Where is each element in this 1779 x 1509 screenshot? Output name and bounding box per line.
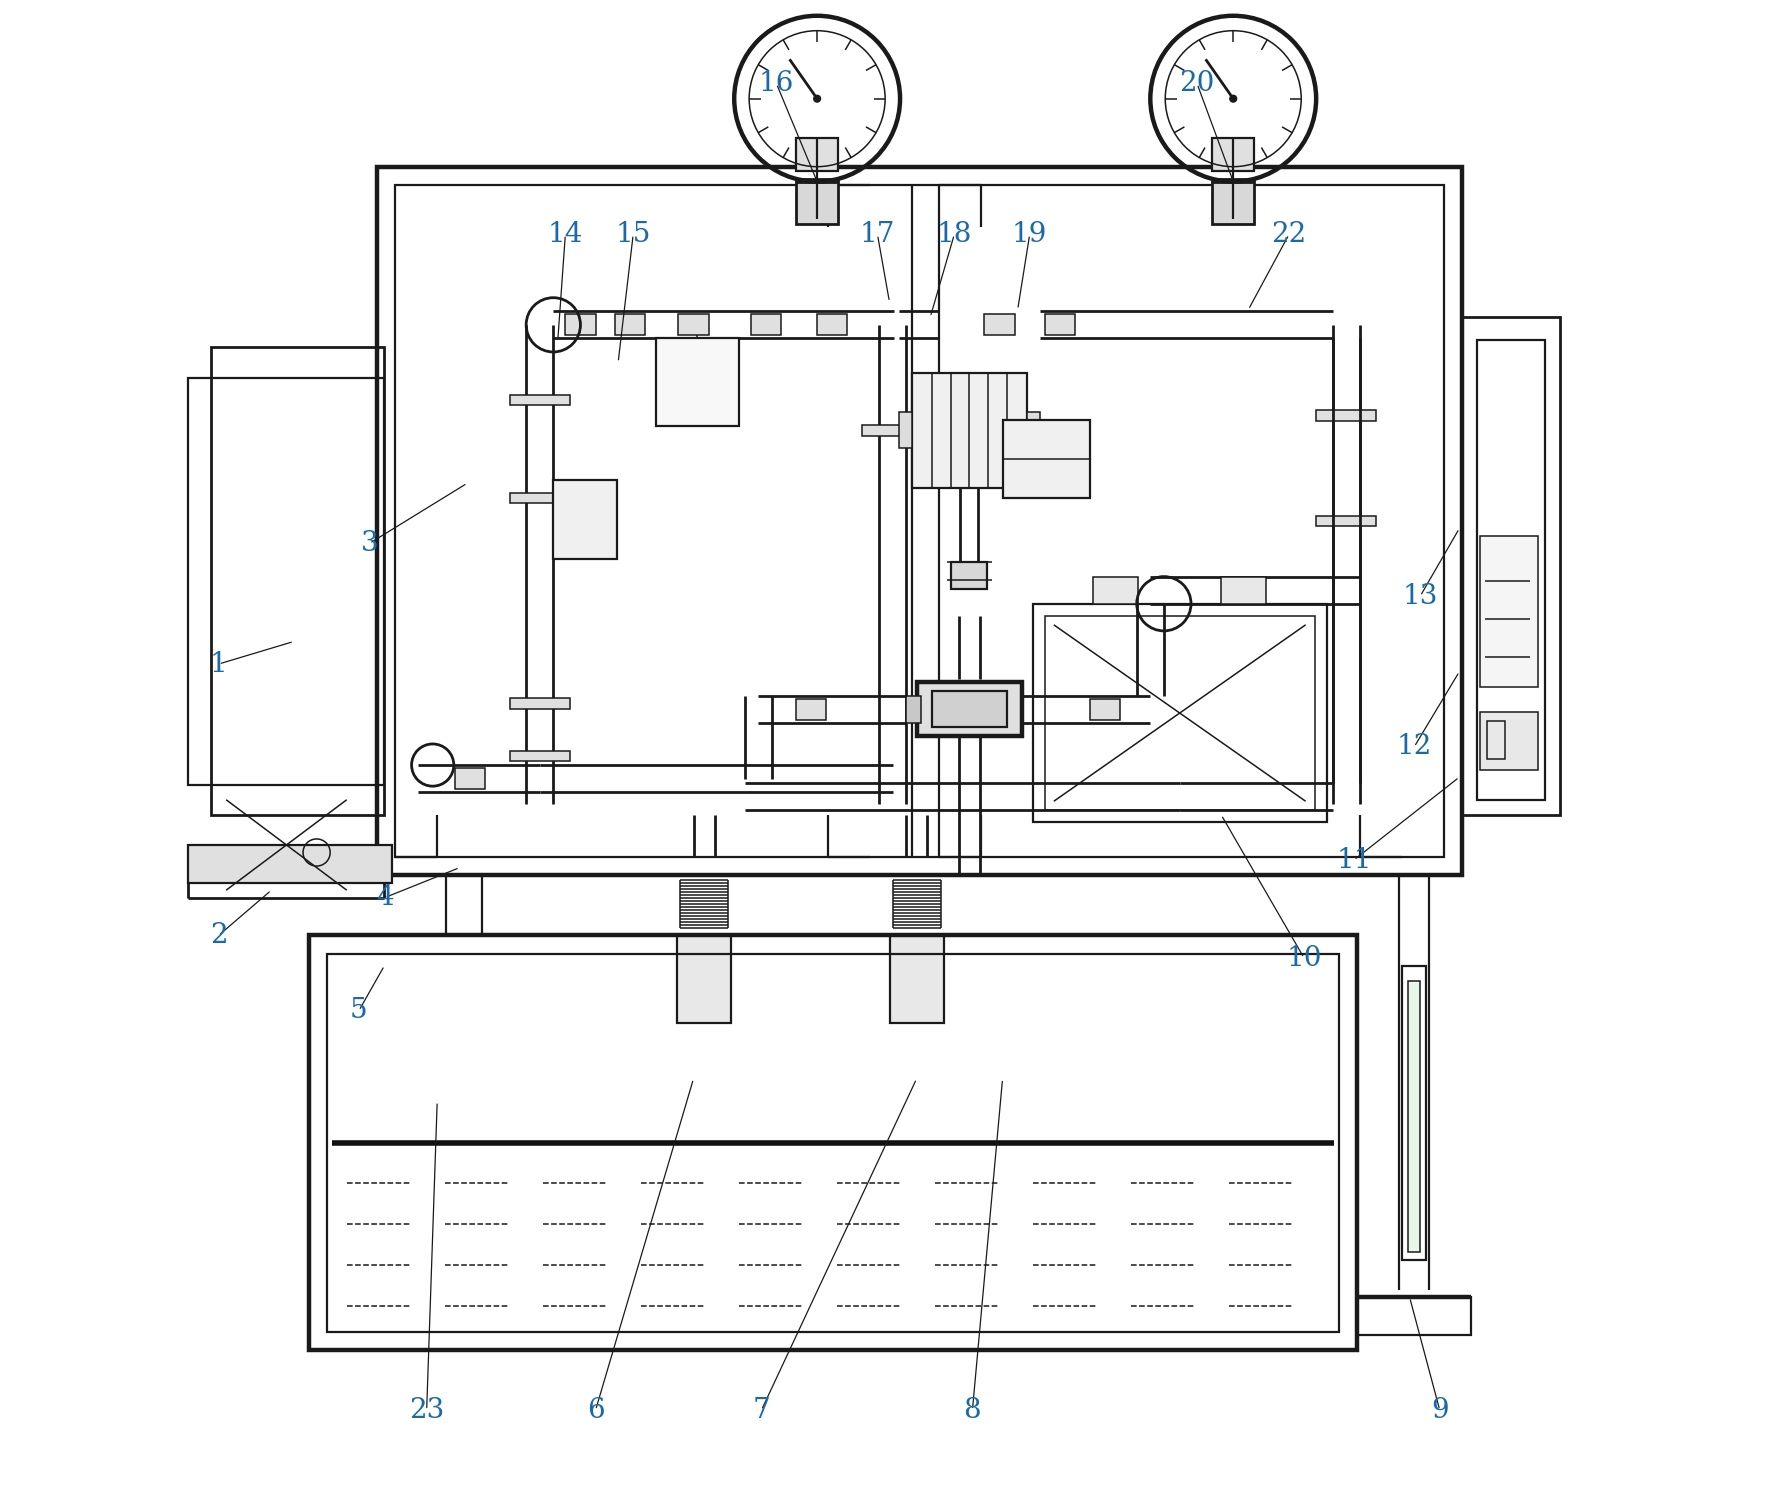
Text: 20: 20 xyxy=(1179,69,1215,97)
Bar xyxy=(310,936,1357,1351)
Text: 8: 8 xyxy=(964,1397,982,1424)
Bar xyxy=(553,480,617,558)
Bar xyxy=(795,699,825,720)
Bar xyxy=(509,395,569,406)
Bar xyxy=(1316,410,1377,421)
Bar xyxy=(932,691,1007,727)
Bar xyxy=(916,682,1023,736)
Bar xyxy=(1211,137,1254,171)
Text: 16: 16 xyxy=(758,69,793,97)
Bar xyxy=(890,936,945,1023)
Text: 11: 11 xyxy=(1336,847,1372,874)
Bar xyxy=(863,426,923,436)
Bar xyxy=(678,936,731,1023)
Bar xyxy=(1357,1298,1471,1335)
Bar xyxy=(566,314,596,335)
Bar xyxy=(751,314,781,335)
Bar xyxy=(795,137,838,171)
Text: 1: 1 xyxy=(210,650,228,678)
Bar xyxy=(509,493,569,504)
Text: 15: 15 xyxy=(616,220,651,247)
Bar xyxy=(509,751,569,761)
Bar xyxy=(1402,966,1427,1260)
Bar xyxy=(509,699,569,709)
Bar xyxy=(1091,699,1121,720)
Bar xyxy=(817,314,847,335)
Bar xyxy=(1211,178,1254,223)
Bar xyxy=(616,314,646,335)
Bar xyxy=(1092,576,1139,604)
Bar xyxy=(1409,981,1420,1252)
Bar xyxy=(1316,516,1377,527)
Bar xyxy=(189,377,384,785)
Bar xyxy=(1044,616,1315,810)
Bar xyxy=(678,314,708,335)
Bar xyxy=(377,166,1462,875)
Bar xyxy=(913,373,1026,487)
Bar xyxy=(898,412,913,448)
Text: 9: 9 xyxy=(1430,1397,1448,1424)
Bar xyxy=(212,347,384,815)
Text: 10: 10 xyxy=(1286,945,1322,972)
Bar xyxy=(795,178,838,223)
Text: 4: 4 xyxy=(375,884,393,911)
Bar xyxy=(1462,317,1560,815)
Bar xyxy=(1220,576,1267,604)
Bar xyxy=(455,768,486,789)
Bar xyxy=(1478,340,1546,800)
Bar xyxy=(906,696,922,723)
Text: 6: 6 xyxy=(587,1397,605,1424)
Bar xyxy=(1480,712,1537,770)
Bar xyxy=(1026,412,1041,448)
Text: 17: 17 xyxy=(859,220,895,247)
Text: 5: 5 xyxy=(350,997,368,1025)
Bar xyxy=(656,338,738,426)
Bar xyxy=(1480,536,1537,687)
Text: 23: 23 xyxy=(409,1397,445,1424)
Text: 3: 3 xyxy=(361,530,379,557)
Bar xyxy=(1034,604,1327,822)
Text: 22: 22 xyxy=(1272,220,1306,247)
Bar xyxy=(189,845,391,883)
Text: 19: 19 xyxy=(1012,220,1048,247)
Text: 14: 14 xyxy=(548,220,584,247)
Text: 12: 12 xyxy=(1397,733,1432,761)
Bar xyxy=(327,954,1340,1332)
Bar xyxy=(1003,420,1091,498)
Text: 2: 2 xyxy=(210,922,228,949)
Bar xyxy=(395,184,1445,857)
Text: 18: 18 xyxy=(936,220,971,247)
Bar xyxy=(952,561,987,589)
Circle shape xyxy=(1229,95,1236,103)
Circle shape xyxy=(813,95,820,103)
Bar xyxy=(984,314,1014,335)
Text: 13: 13 xyxy=(1402,582,1437,610)
Bar xyxy=(1044,314,1075,335)
Text: 7: 7 xyxy=(753,1397,770,1424)
Bar xyxy=(1487,721,1505,759)
